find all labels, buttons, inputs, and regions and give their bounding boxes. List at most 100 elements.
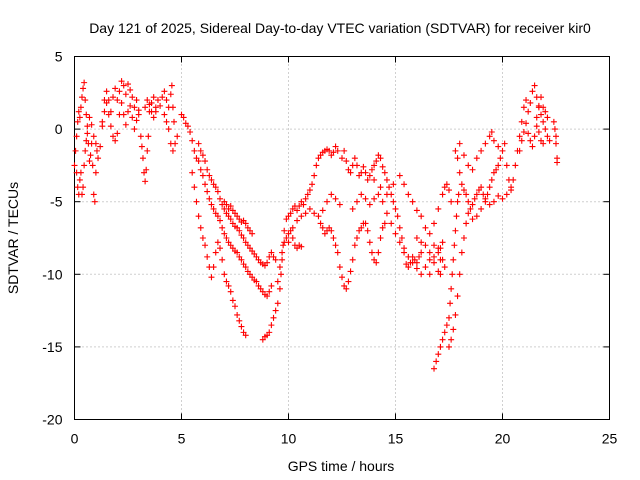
data-point (553, 133, 559, 140)
data-point (189, 169, 196, 176)
data-point (80, 184, 87, 191)
data-point (171, 118, 178, 125)
data-point (495, 143, 502, 150)
data-point (373, 259, 380, 266)
data-point (143, 166, 150, 173)
data-point (495, 162, 502, 169)
data-point (80, 85, 87, 92)
data-point (540, 104, 547, 111)
data-point (142, 178, 149, 185)
data-point (413, 235, 420, 241)
data-point (518, 137, 525, 144)
grid-lines (74, 56, 610, 420)
data-point (229, 297, 236, 304)
data-point (302, 195, 309, 202)
data-point (527, 137, 534, 144)
data-point (503, 162, 510, 169)
data-point (302, 210, 309, 217)
data-point (422, 242, 429, 249)
data-point (279, 256, 286, 263)
data-point (418, 213, 425, 220)
data-point (125, 81, 131, 88)
data-point (449, 271, 456, 278)
data-point (351, 242, 358, 249)
data-point (82, 147, 89, 154)
data-point (268, 249, 275, 256)
data-point (253, 278, 260, 285)
data-point (368, 166, 375, 173)
data-point (208, 176, 215, 183)
data-point (311, 172, 318, 179)
data-point (240, 235, 247, 241)
data-point (349, 256, 356, 263)
data-point (199, 152, 206, 159)
data-point (446, 343, 452, 350)
data-point (131, 104, 138, 111)
data-point (71, 162, 78, 169)
data-point (478, 205, 485, 212)
data-point (518, 118, 525, 125)
data-point (486, 201, 493, 208)
data-point (221, 230, 228, 237)
data-point (525, 108, 532, 115)
data-point (272, 256, 279, 263)
data-point (388, 220, 395, 227)
data-point (242, 332, 249, 339)
data-point (118, 78, 125, 85)
data-point (383, 191, 390, 198)
data-point (208, 274, 215, 281)
data-point (161, 88, 168, 95)
data-point (332, 143, 339, 150)
data-point (499, 147, 506, 154)
data-point (456, 140, 463, 147)
data-point (473, 155, 480, 162)
data-point (439, 256, 446, 263)
data-point (129, 114, 136, 121)
data-point (542, 108, 549, 115)
data-point (467, 205, 474, 212)
data-point (450, 326, 457, 333)
data-point (92, 169, 99, 176)
data-point (508, 184, 515, 191)
data-point (180, 114, 187, 121)
data-point (330, 149, 337, 156)
data-point (431, 365, 438, 372)
data-point (279, 249, 286, 256)
data-point (87, 152, 94, 159)
data-point (75, 108, 82, 115)
data-point (554, 159, 561, 166)
y-tick-label: 5 (55, 49, 63, 65)
data-point (443, 322, 450, 329)
y-tick-labels: -20 -15 -10 -5 0 5 (42, 49, 62, 428)
data-point (330, 235, 337, 241)
data-point (214, 188, 221, 195)
data-point (114, 97, 121, 104)
data-point (289, 235, 296, 241)
data-point (418, 239, 425, 246)
data-point (114, 130, 121, 137)
data-point (460, 187, 467, 194)
data-point (377, 184, 384, 191)
data-point (315, 213, 322, 220)
data-point (405, 253, 412, 260)
data-point (266, 288, 273, 295)
data-point (362, 220, 369, 227)
data-point (366, 239, 373, 246)
data-point (236, 317, 243, 324)
data-point (83, 111, 90, 118)
data-point (95, 155, 102, 162)
data-point (478, 184, 485, 191)
data-point (439, 191, 446, 198)
data-point (112, 137, 119, 144)
data-point (172, 140, 179, 147)
data-point (431, 253, 438, 260)
data-point (343, 285, 350, 292)
data-point (120, 111, 127, 118)
data-points (71, 78, 561, 372)
data-point (135, 111, 142, 118)
x-tick-label: 5 (178, 431, 186, 447)
data-point (74, 118, 81, 125)
data-point (225, 282, 232, 289)
data-point (127, 86, 134, 93)
data-point (452, 227, 459, 234)
